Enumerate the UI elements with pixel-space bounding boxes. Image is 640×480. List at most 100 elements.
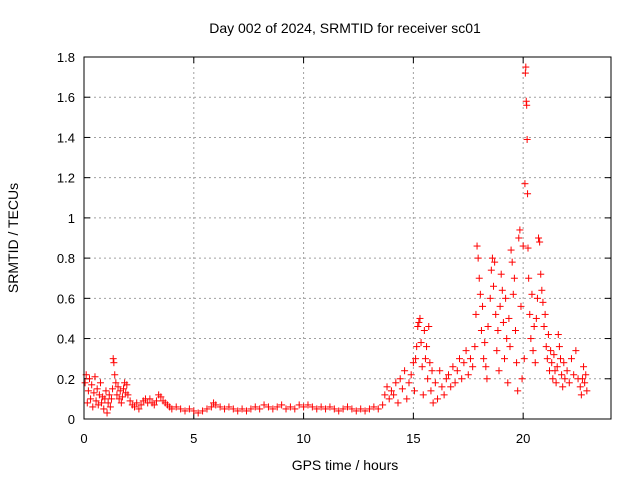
y-ticks: 0 0.2 0.4 0.6 0.8 1 1.2 1.4 1.6 1.8 <box>57 50 611 427</box>
data-point <box>185 405 193 413</box>
data-point <box>392 379 400 387</box>
data-point <box>495 367 503 375</box>
y-tick-label: 0.2 <box>57 372 75 387</box>
data-point <box>135 405 143 413</box>
data-point <box>553 363 561 371</box>
x-tick-label: 20 <box>516 431 530 446</box>
data-point <box>520 355 528 363</box>
data-point <box>543 355 551 363</box>
data-point <box>313 405 321 413</box>
data-point <box>104 399 112 407</box>
data-point <box>425 322 433 330</box>
data-point <box>93 385 101 393</box>
data-point <box>447 383 455 391</box>
data-point <box>212 401 220 409</box>
data-point <box>300 403 308 411</box>
y-tick-label: 1.8 <box>57 50 75 65</box>
data-point <box>106 403 114 411</box>
data-point <box>420 327 428 335</box>
data-point <box>472 310 480 318</box>
data-point <box>278 401 286 409</box>
data-point <box>335 407 343 415</box>
data-point <box>264 403 272 411</box>
data-point <box>532 314 540 322</box>
data-point <box>529 347 537 355</box>
data-point <box>498 286 506 294</box>
data-point <box>565 379 573 387</box>
data-point <box>317 403 325 411</box>
data-point <box>407 371 415 379</box>
data-point <box>394 399 402 407</box>
x-tick-label: 5 <box>190 431 197 446</box>
data-point <box>469 363 477 371</box>
data-point <box>483 375 491 383</box>
data-point <box>225 403 233 411</box>
data-point <box>152 397 160 405</box>
y-tick-label: 0.6 <box>57 291 75 306</box>
data-point <box>466 355 474 363</box>
data-point <box>112 379 120 387</box>
data-point <box>405 379 413 387</box>
data-point <box>387 387 395 395</box>
data-point <box>509 290 517 298</box>
data-point <box>577 391 585 399</box>
data-point <box>475 274 483 282</box>
data-point <box>481 339 489 347</box>
data-point <box>471 343 479 351</box>
data-point <box>499 318 507 326</box>
data-point <box>490 282 498 290</box>
data-point <box>535 234 543 242</box>
data-point <box>260 401 268 409</box>
data-point <box>146 395 154 403</box>
data-point <box>413 343 421 351</box>
data-point <box>567 355 575 363</box>
data-point <box>436 367 444 375</box>
data-point <box>114 383 122 391</box>
data-point <box>513 359 521 367</box>
data-point <box>410 387 418 395</box>
data-point <box>507 246 515 254</box>
data-point <box>462 347 470 355</box>
data-point <box>92 397 100 405</box>
data-point <box>504 379 512 387</box>
data-point <box>464 371 472 379</box>
data-point <box>107 395 115 403</box>
data-point <box>525 274 533 282</box>
data-point <box>199 407 207 415</box>
data-point <box>533 294 541 302</box>
data-point <box>118 393 126 401</box>
data-point <box>556 355 564 363</box>
data-point <box>269 405 277 413</box>
data-point <box>560 359 568 367</box>
data-point <box>519 242 527 250</box>
data-point <box>124 391 132 399</box>
data-point <box>527 335 535 343</box>
data-point <box>431 379 439 387</box>
data-point <box>473 242 481 250</box>
y-tick-label: 1.2 <box>57 171 75 186</box>
data-point <box>90 389 98 397</box>
data-point <box>559 383 567 391</box>
data-point <box>105 391 113 399</box>
y-tick-label: 1.4 <box>57 130 75 145</box>
data-point <box>396 375 404 383</box>
y-tick-label: 1.6 <box>57 90 75 105</box>
data-point <box>583 387 591 395</box>
data-point <box>518 375 526 383</box>
data-point <box>88 381 96 389</box>
data-point <box>521 180 529 188</box>
data-point <box>322 405 330 413</box>
data-point <box>109 355 117 363</box>
data-point <box>536 238 544 246</box>
data-point <box>503 335 511 343</box>
data-point <box>357 405 365 413</box>
data-point <box>273 403 281 411</box>
data-point <box>549 375 557 383</box>
data-point <box>427 387 435 395</box>
data-point <box>251 403 259 411</box>
data-point <box>137 401 145 409</box>
data-point <box>561 375 569 383</box>
data-point <box>308 403 316 411</box>
data-point <box>540 322 548 330</box>
